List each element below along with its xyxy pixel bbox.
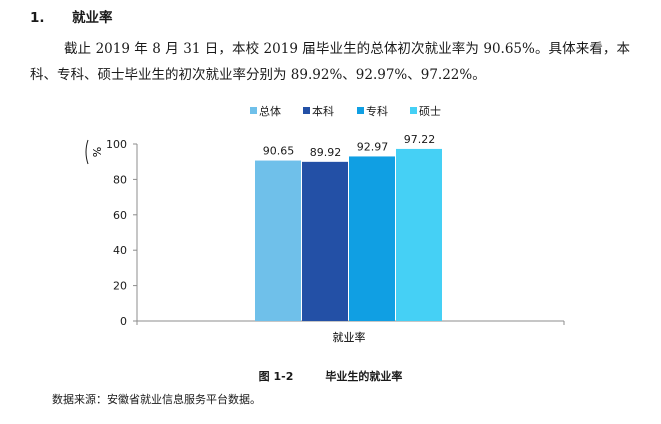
bar-3 bbox=[349, 156, 395, 321]
y-tick-label: 100 bbox=[106, 138, 127, 151]
bar-1 bbox=[255, 160, 301, 321]
legend-swatch bbox=[250, 107, 257, 114]
bar-value-label: 97.22 bbox=[404, 133, 436, 146]
figure-title: 毕业生的就业率 bbox=[325, 370, 403, 383]
bar-value-label: 92.97 bbox=[357, 140, 389, 153]
figure-caption: 图 1-2 毕业生的就业率 bbox=[0, 368, 661, 384]
legend-label: 总体 bbox=[259, 104, 281, 118]
y-tick-label: 40 bbox=[113, 244, 127, 257]
x-axis-category-label: 就业率 bbox=[333, 330, 366, 344]
bar-group: 90.65 89.92 92.97 97.22 bbox=[255, 133, 442, 321]
legend-label: 硕士 bbox=[419, 105, 441, 118]
bar-value-label: 89.92 bbox=[310, 146, 342, 159]
y-axis-label: % bbox=[90, 147, 103, 157]
y-axis: 0 20 40 60 80 100 bbox=[106, 138, 565, 328]
legend-swatch bbox=[357, 107, 364, 114]
legend-label: 本科 bbox=[312, 104, 334, 118]
figure-number: 图 1-2 bbox=[258, 370, 294, 383]
chart-legend: 总体 本科 专科 硕士 bbox=[250, 104, 441, 118]
bar-2 bbox=[302, 161, 348, 321]
y-tick-label: 80 bbox=[113, 173, 127, 186]
legend-swatch bbox=[303, 107, 310, 114]
section-title: 就业率 bbox=[72, 10, 113, 26]
y-tick-label: 60 bbox=[113, 209, 127, 222]
y-tick-label: 20 bbox=[113, 280, 127, 293]
legend-label: 专科 bbox=[366, 104, 388, 118]
y-tick-label: 0 bbox=[120, 315, 127, 328]
legend-swatch bbox=[410, 107, 417, 114]
section-heading: 1. 就业率 bbox=[30, 6, 113, 26]
bar-value-label: 90.65 bbox=[263, 145, 295, 158]
y-axis-label-bracket bbox=[85, 139, 89, 165]
bar-4 bbox=[396, 148, 442, 321]
summary-paragraph: 截止 2019 年 8 月 31 日，本校 2019 届毕业生的总体初次就业率为… bbox=[30, 41, 630, 83]
data-source-note: 数据来源：安徽省就业信息服务平台数据。 bbox=[52, 393, 261, 406]
section-number: 1. bbox=[30, 10, 45, 26]
